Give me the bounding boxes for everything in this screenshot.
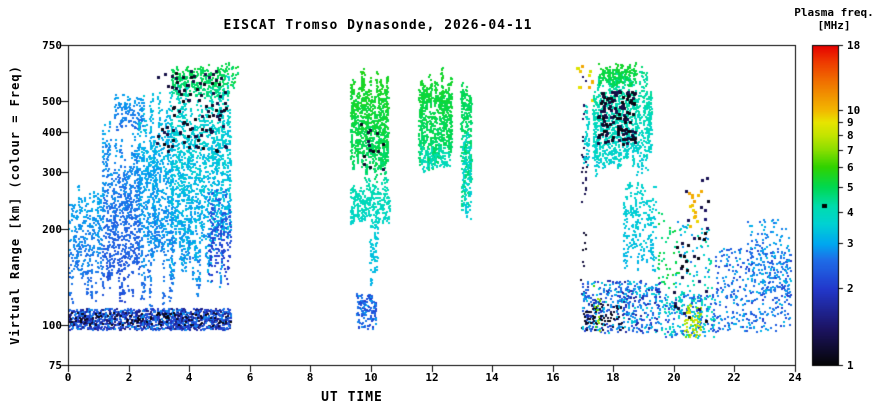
x-tick-label: 2 <box>125 371 133 384</box>
colorbar-tick-label: 10 <box>847 104 861 117</box>
x-tick-label: 10 <box>364 371 378 384</box>
colorbar-tick-label: 1 <box>847 359 854 372</box>
colorbar-tick-label: 5 <box>847 181 854 194</box>
x-tick-label: 18 <box>606 371 620 384</box>
x-tick-label: 4 <box>185 371 193 384</box>
colorbar-tick-label: 9 <box>847 116 854 129</box>
x-tick-label: 0 <box>64 371 72 384</box>
x-tick-label: 22 <box>727 371 741 384</box>
y-tick-label: 100 <box>42 319 62 332</box>
x-axis-label: UT TIME <box>321 390 383 405</box>
colorbar-tick-label: 4 <box>847 206 854 219</box>
x-tick-label: 6 <box>246 371 254 384</box>
x-tick-label: 20 <box>667 371 681 384</box>
colorbar-units: [MHz] <box>817 19 851 32</box>
colorbar-tick-label: 2 <box>847 282 854 295</box>
colorbar-tick-label: 18 <box>847 39 861 52</box>
x-tick-label: 8 <box>306 371 314 384</box>
x-tick-label: 24 <box>788 371 802 384</box>
x-tick-label: 14 <box>485 371 499 384</box>
y-tick-label: 300 <box>42 166 62 179</box>
chart-title: EISCAT Tromso Dynasonde, 2026-04-11 <box>223 18 533 33</box>
colorbar-tick-label: 6 <box>847 161 854 174</box>
y-tick-label: 400 <box>42 126 62 139</box>
colorbar-tick-label: 7 <box>847 144 854 157</box>
colorbar-tick-label: 8 <box>847 129 854 142</box>
y-tick-label: 200 <box>42 223 62 236</box>
y-tick-label: 75 <box>48 359 62 372</box>
y-tick-label: 750 <box>42 39 62 52</box>
x-tick-label: 12 <box>425 371 439 384</box>
colorbar-title: Plasma freq. <box>794 6 874 19</box>
colorbar-tick-label: 3 <box>847 237 854 250</box>
y-tick-label: 500 <box>42 95 62 108</box>
x-tick-label: 16 <box>546 371 560 384</box>
